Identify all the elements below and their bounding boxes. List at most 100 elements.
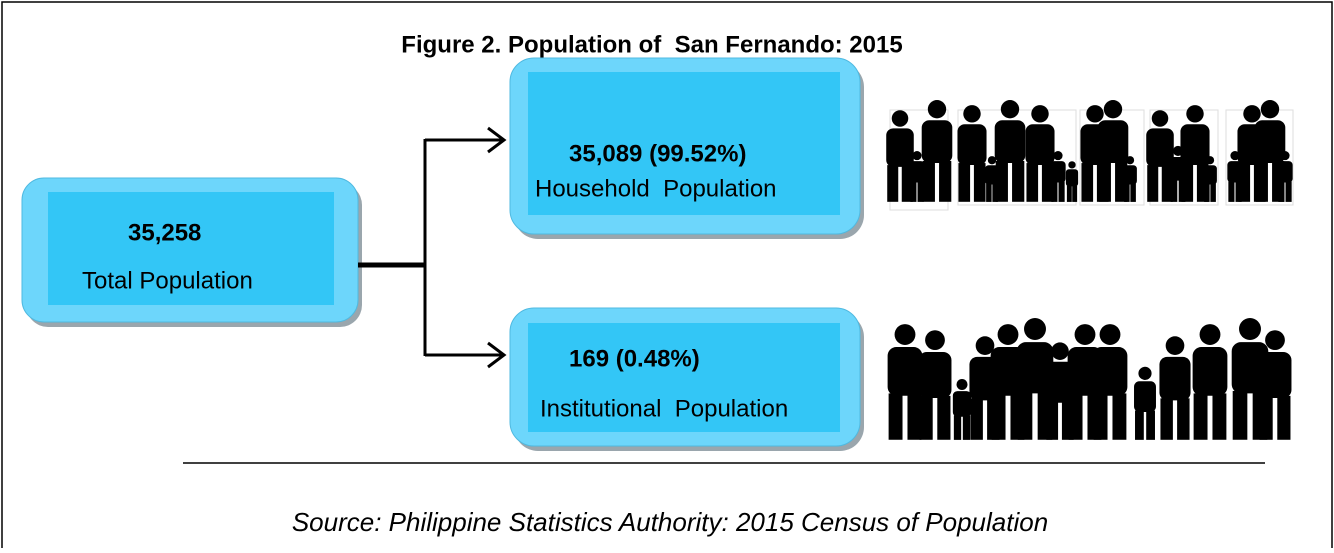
silhouette-part [907, 393, 921, 439]
silhouette-part [1026, 163, 1038, 202]
silhouette-part [953, 391, 971, 417]
silhouette-part [910, 181, 916, 201]
silhouettes [886, 100, 1293, 440]
silhouette-part [1256, 161, 1268, 202]
silhouette-part [1286, 181, 1292, 201]
silhouette-part [1277, 161, 1292, 182]
silhouette-part [1031, 105, 1048, 122]
silhouette-part [1160, 398, 1172, 439]
silhouette-part [895, 324, 916, 345]
silhouette-part [923, 161, 935, 202]
silhouette-part [1238, 163, 1250, 202]
silhouette-part [1112, 393, 1126, 439]
silhouette-part [919, 352, 952, 398]
silhouette-part [1177, 398, 1189, 439]
silhouette-part [1228, 181, 1234, 201]
silhouette-part [1093, 347, 1128, 396]
silhouette-part [1051, 342, 1069, 360]
silhouette-part [1126, 156, 1134, 164]
silhouette-part [1193, 347, 1228, 396]
silhouette-part [1050, 161, 1065, 182]
silhouette-part [1159, 357, 1190, 401]
total-box: 35,258 Total Population [22, 178, 362, 327]
silhouette-part [1059, 181, 1065, 201]
silhouette-part [937, 396, 950, 440]
silhouette-part [1186, 105, 1203, 122]
silhouette-part [1086, 105, 1103, 122]
silhouette-part [1278, 181, 1284, 201]
silhouette-part [957, 124, 986, 165]
silhouette-part [1094, 393, 1108, 439]
silhouette-part [939, 161, 951, 202]
silhouette-part [925, 330, 945, 350]
silhouette-part [1123, 165, 1137, 184]
silhouette-part [1018, 391, 1033, 440]
silhouette-part [958, 163, 970, 202]
silhouette-part [954, 415, 961, 439]
node-value: 35,258 [128, 219, 201, 246]
silhouette-part [928, 100, 946, 118]
silhouette-part [1066, 169, 1078, 186]
node-value: 35,089 (99.52%) [569, 140, 746, 167]
silhouette-part [1072, 186, 1077, 202]
silhouette-part [920, 396, 933, 440]
node-label: Institutional Population [540, 395, 788, 422]
silhouette-part [995, 120, 1026, 163]
silhouette-part [889, 393, 903, 439]
silhouette-part [1233, 391, 1248, 440]
silhouette-part [1067, 186, 1072, 202]
institutional-box: 169 (0.48%) Institutional Population [510, 308, 864, 451]
silhouette-part [970, 398, 982, 439]
silhouette-part [1138, 367, 1151, 380]
silhouette-part [1261, 100, 1279, 118]
silhouette-part [1204, 184, 1210, 202]
silhouette-part [922, 120, 953, 163]
silhouette-part [909, 161, 924, 182]
silhouette-part [1130, 184, 1136, 202]
silhouette-part [1194, 393, 1208, 439]
silhouette-part [886, 128, 914, 167]
silhouette-part [1069, 393, 1083, 439]
silhouette-part [912, 151, 921, 160]
silhouette-part [1171, 179, 1178, 201]
node-value: 169 (0.48%) [569, 345, 700, 372]
silhouette-part [963, 105, 980, 122]
silhouette-part [986, 184, 992, 202]
silhouette-part [996, 161, 1008, 202]
silhouette-part [892, 110, 909, 127]
silhouette-part [1025, 124, 1054, 165]
silhouette-part [998, 324, 1019, 345]
silhouette-part [963, 415, 970, 439]
silhouette-part [1277, 396, 1290, 440]
silhouette-part [1200, 324, 1221, 345]
silhouette-part [1001, 100, 1019, 118]
silhouette-part [1210, 184, 1216, 202]
silhouette-part [1046, 401, 1058, 440]
silhouette-part [1134, 381, 1156, 412]
silhouette-part [988, 156, 996, 164]
silhouette-part [1206, 156, 1214, 164]
silhouette-part [1280, 151, 1289, 160]
silhouette-part [1180, 124, 1209, 165]
diagram: Figure 2. Population of San Fernando: 20… [0, 0, 1334, 548]
silhouette-part [1147, 165, 1158, 202]
silhouette-part [1152, 110, 1169, 127]
silhouette-part [887, 165, 898, 202]
silhouette-part [1024, 318, 1046, 340]
silhouette-part [974, 163, 986, 202]
silhouette-part [1075, 324, 1096, 345]
title: Figure 2. Population of San Fernando: 20… [401, 31, 902, 58]
node-label: Total Population [82, 267, 253, 294]
silhouette-part [1265, 330, 1285, 350]
connectors [358, 128, 504, 367]
silhouette-part [1012, 161, 1024, 202]
silhouette-part [1203, 165, 1217, 184]
silhouette-part [1051, 181, 1057, 201]
silhouette-part [957, 379, 968, 390]
household-box: 35,089 (99.52%) Household Population [510, 58, 864, 239]
silhouette-part [1100, 324, 1121, 345]
node-label: Household Population [535, 175, 777, 202]
silhouette-part [1212, 393, 1226, 439]
silhouette-part [1068, 161, 1075, 168]
silhouette-part [1260, 396, 1273, 440]
